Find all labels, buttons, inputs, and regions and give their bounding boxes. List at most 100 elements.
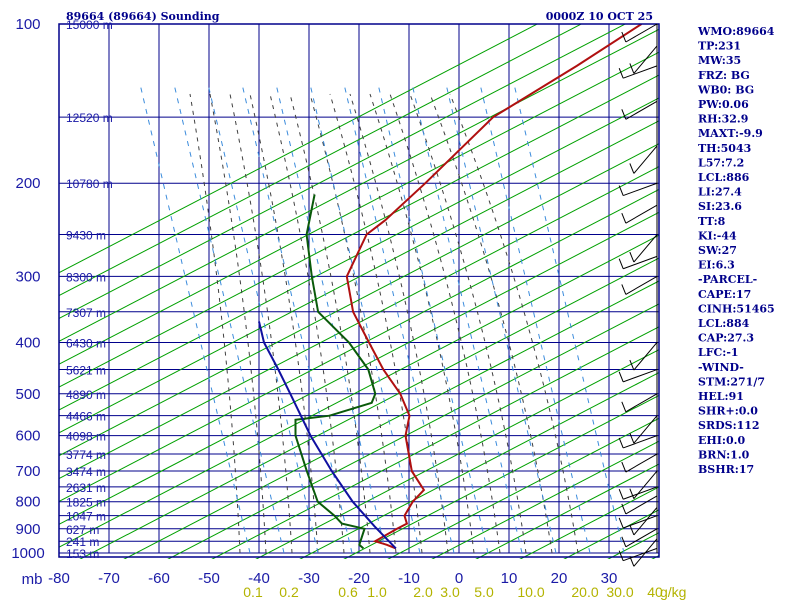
wind-barb (618, 65, 658, 79)
pressure-tick-label: 600 (15, 428, 40, 445)
index-line: LCL:886 (698, 171, 750, 184)
temperature-tick-label: -10 (398, 570, 420, 587)
mixing-ratio-tick-label: 2.0 (413, 584, 433, 600)
mixing-ratio-line (479, 83, 591, 554)
dewpoint-profile-line (294, 194, 377, 550)
dry-adiabat-line (59, 166, 659, 480)
index-line: EHI:0.0 (698, 434, 745, 447)
temperature-tick-label: -70 (98, 570, 120, 587)
pressure-tick-label: 700 (15, 463, 40, 480)
mixing-ratio-line (309, 83, 421, 554)
wind-barb-flag (618, 550, 624, 561)
index-line: CAPE:17 (698, 288, 751, 301)
index-line: KI:-44 (698, 229, 737, 242)
dry-adiabat-line (519, 486, 659, 559)
wind-barb-flag (618, 68, 624, 79)
wind-barb-shaft (633, 45, 658, 74)
wind-barb-shaft (623, 182, 658, 197)
temperature-tick-label: -30 (298, 570, 320, 587)
height-tick-label: 4466 m (66, 410, 106, 424)
wind-barb-flag (618, 258, 624, 269)
index-line: CAP:27.3 (698, 332, 754, 345)
mixing-ratio-line (445, 83, 557, 554)
mixing-ratio-tick-label: 0.1 (243, 584, 263, 600)
dry-adiabat-line (59, 188, 659, 503)
index-line: STM:271/7 (698, 375, 765, 388)
height-tick-label: 15000 m (66, 18, 113, 32)
wind-barb (621, 204, 658, 224)
grid-layer (59, 24, 659, 559)
mixing-ratio-unit-label: g/kg (660, 584, 686, 600)
wind-barb-shaft (623, 369, 658, 383)
wind-barb-shaft (623, 486, 658, 500)
wind-barb (629, 507, 658, 536)
wind-barb (618, 486, 658, 500)
index-line: RH:32.9 (698, 113, 748, 126)
dry-adiabat-line (59, 211, 659, 525)
wind-barb-flag (629, 524, 635, 536)
pressure-tick-label: 300 (15, 268, 40, 285)
index-line: TH:5043 (698, 142, 751, 155)
index-line: SHR+:0.0 (698, 405, 758, 418)
mixing-ratio-line (513, 83, 625, 554)
dry-adiabat-line (255, 349, 659, 559)
dry-adiabat-line (59, 51, 659, 365)
height-tick-label: 3774 m (66, 448, 106, 462)
wind-barb-shaft (625, 204, 658, 224)
wind-barb-flag (618, 517, 624, 529)
wind-barb (621, 495, 658, 515)
wind-barb (629, 415, 658, 444)
wind-barb-flag (629, 433, 635, 444)
mixing-ratio-tick-label: 3.0 (440, 584, 460, 600)
temperature-tick-label: -80 (48, 570, 70, 587)
wind-barb-shaft (633, 145, 658, 174)
wind-barb-flag (621, 212, 627, 224)
plot-border (58, 23, 660, 558)
wind-barb-flag (621, 284, 627, 295)
index-line: L57:7.2 (698, 156, 744, 169)
time-label: 0000Z 10 OCT 25 (546, 10, 653, 23)
wind-barb (618, 255, 658, 270)
dry-adiabat-line (343, 394, 659, 559)
index-line: TT:8 (698, 215, 726, 228)
temperature-tick-label: 30 (601, 570, 618, 587)
wind-barb-shaft (625, 453, 658, 473)
wind-barb-flag (629, 163, 635, 174)
dry-adiabat-line (59, 143, 659, 457)
index-line: PW:0.06 (698, 98, 749, 111)
dry-adiabat-line (59, 97, 659, 411)
height-tick-label: 12520 m (66, 111, 113, 125)
pressure-tick-label: 800 (15, 494, 40, 511)
temperature-tick-label: 20 (551, 570, 568, 587)
index-line: -WIND- (698, 361, 744, 374)
pressure-unit-label: mb (22, 571, 43, 588)
mixing-ratio-tick-label: 30.0 (606, 584, 633, 600)
mixing-ratio-tick-label: 20.0 (571, 584, 598, 600)
wind-barb (629, 342, 658, 371)
wind-barb (621, 393, 658, 413)
dry-adiabat-line (59, 24, 583, 297)
wind-barb (629, 145, 658, 174)
wind-barb-shaft (633, 507, 658, 536)
index-line: CINH:51465 (698, 302, 775, 315)
temperature-tick-label: -20 (348, 570, 370, 587)
wind-barb (629, 234, 658, 263)
wind-barb-flag (621, 109, 627, 120)
wind-barb (618, 369, 658, 383)
moist-adiabat-line (209, 93, 267, 554)
index-line: LI:27.4 (698, 186, 742, 199)
wind-barb-flag (621, 503, 627, 515)
pressure-tick-label: 200 (15, 175, 40, 192)
dry-adiabat-line (299, 371, 659, 559)
index-line: HEL:91 (698, 390, 744, 403)
moist-adiabat-line (249, 93, 319, 554)
wind-barb-flag (621, 461, 627, 473)
temperature-tick-label: -60 (148, 570, 170, 587)
pressure-tick-label: 1000 (11, 545, 44, 562)
wind-barb-flag (629, 488, 635, 499)
index-line: SRDS:112 (698, 419, 760, 432)
wind-barb (618, 435, 658, 449)
profile-curves (258, 24, 643, 550)
wind-barb-shaft (625, 393, 658, 413)
